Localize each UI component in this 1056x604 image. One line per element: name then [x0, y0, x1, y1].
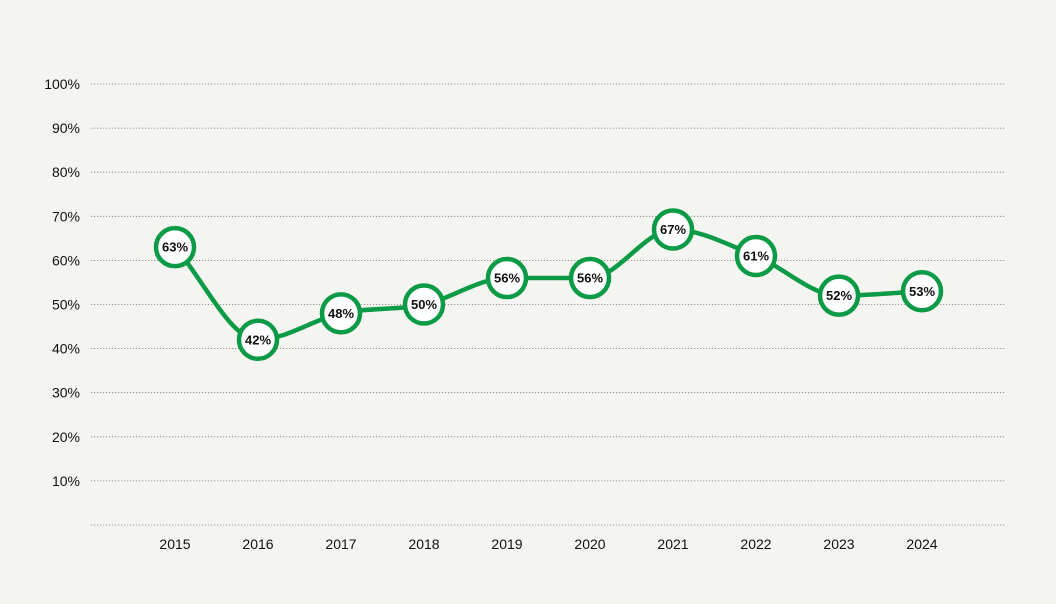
x-tick-label: 2023	[823, 536, 854, 552]
y-axis-ticks: 10% 20% 30% 40% 50% 60% 70% 80% 90% 100%	[44, 76, 80, 489]
x-tick-label: 2017	[325, 536, 356, 552]
data-label: 63%	[162, 240, 188, 255]
y-tick-label: 100%	[44, 76, 80, 92]
data-point: 50%	[402, 283, 446, 326]
y-tick-label: 70%	[52, 208, 80, 224]
data-label: 56%	[577, 271, 603, 286]
gridlines	[91, 83, 1005, 526]
data-point: 63%	[153, 225, 197, 269]
data-point: 53%	[900, 270, 944, 313]
y-tick-label: 40%	[52, 341, 80, 357]
data-point-marker	[402, 283, 446, 326]
data-point: 61%	[734, 234, 778, 278]
data-point-marker	[236, 318, 280, 362]
x-tick-label: 2021	[657, 536, 688, 552]
series-line-group	[172, 227, 925, 343]
data-label: 50%	[411, 297, 437, 312]
data-label: 52%	[826, 288, 852, 303]
x-tick-label: 2022	[740, 536, 771, 552]
x-axis-ticks: 2015 2016 2017 2018 2019 2020 2021 2022 2023 2024	[159, 536, 937, 552]
data-point-marker	[817, 274, 861, 317]
y-tick-label: 50%	[52, 297, 80, 313]
data-point: 56%	[568, 256, 612, 300]
y-tick-label: 90%	[52, 120, 80, 136]
x-tick-label: 2015	[159, 536, 190, 552]
x-tick-label: 2020	[574, 536, 605, 552]
data-point-marker	[153, 225, 197, 269]
data-point: 56%	[485, 256, 529, 300]
data-label: 61%	[743, 248, 769, 263]
x-tick-label: 2019	[491, 536, 522, 552]
data-points: 63% 42% 48% 50% 56% 56% 67% 61% 52% 53%	[153, 208, 944, 362]
data-point-marker	[734, 234, 778, 278]
data-label: 56%	[494, 271, 520, 286]
x-tick-label: 2024	[906, 536, 937, 552]
data-point: 42%	[236, 318, 280, 362]
series-line	[172, 227, 925, 343]
data-point: 48%	[319, 292, 363, 335]
data-label: 53%	[909, 284, 935, 299]
data-point-marker	[651, 208, 695, 251]
data-label: 48%	[328, 306, 354, 321]
data-point-marker	[319, 292, 363, 335]
data-point: 52%	[817, 274, 861, 317]
data-label: 42%	[245, 332, 271, 347]
data-point-marker	[568, 256, 612, 300]
data-point-marker	[485, 256, 529, 300]
x-tick-label: 2016	[242, 536, 273, 552]
y-tick-label: 10%	[52, 473, 80, 489]
y-tick-label: 30%	[52, 385, 80, 401]
x-tick-label: 2018	[408, 536, 439, 552]
data-label: 67%	[660, 222, 686, 237]
data-point: 67%	[651, 208, 695, 251]
y-tick-label: 60%	[52, 252, 80, 268]
data-point-marker	[900, 270, 944, 313]
y-tick-label: 80%	[52, 164, 80, 180]
y-tick-label: 20%	[52, 429, 80, 445]
